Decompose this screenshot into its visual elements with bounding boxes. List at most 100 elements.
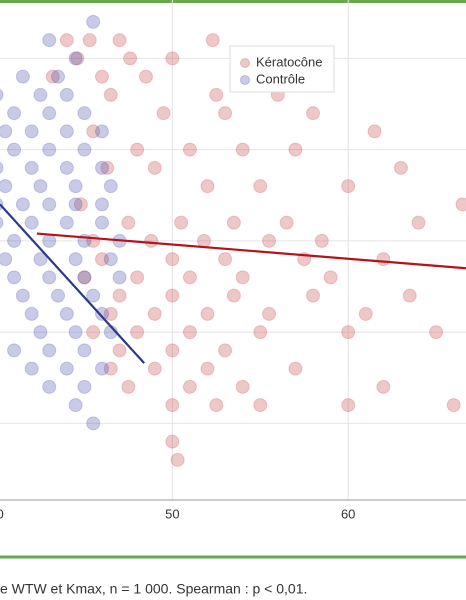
point	[33, 179, 48, 194]
point	[130, 325, 145, 340]
point	[147, 160, 162, 175]
point	[165, 398, 180, 413]
point	[165, 252, 180, 267]
point	[165, 51, 180, 66]
point	[7, 106, 22, 121]
point	[42, 33, 57, 48]
point	[112, 288, 127, 303]
point	[446, 398, 461, 413]
point	[86, 14, 101, 29]
point	[24, 306, 39, 321]
point	[7, 270, 22, 285]
point	[42, 379, 57, 394]
point	[68, 197, 83, 212]
point	[121, 379, 136, 394]
point	[209, 398, 224, 413]
point	[77, 343, 92, 358]
point	[42, 233, 57, 248]
point	[33, 325, 48, 340]
point	[411, 215, 426, 230]
point	[59, 160, 74, 175]
point	[205, 33, 220, 48]
point	[59, 124, 74, 139]
point	[42, 343, 57, 358]
point	[323, 270, 338, 285]
point	[0, 161, 4, 174]
point	[218, 106, 233, 121]
point	[86, 288, 101, 303]
point	[147, 361, 162, 376]
point	[103, 361, 118, 376]
point	[200, 306, 215, 321]
point	[112, 33, 127, 48]
point	[112, 343, 127, 358]
point	[77, 379, 92, 394]
point	[94, 252, 109, 267]
point	[376, 252, 391, 267]
point	[94, 124, 109, 139]
point	[218, 252, 233, 267]
point	[86, 124, 101, 139]
point	[73, 197, 88, 212]
point	[94, 215, 109, 230]
point	[68, 398, 83, 413]
trend-line	[0, 203, 146, 364]
point	[235, 270, 250, 285]
point	[130, 270, 145, 285]
legend-label: Contrôle	[256, 71, 305, 86]
point	[200, 179, 215, 194]
axis-labels: 4050601111.51212.513	[0, 506, 355, 521]
point	[42, 197, 57, 212]
trend-line	[36, 232, 466, 270]
point	[165, 343, 180, 358]
point	[455, 197, 466, 212]
point	[94, 160, 109, 175]
point	[112, 270, 127, 285]
point	[144, 233, 159, 248]
point	[59, 306, 74, 321]
point	[68, 325, 83, 340]
point	[306, 288, 321, 303]
point	[15, 197, 30, 212]
point	[182, 325, 197, 340]
point	[94, 306, 109, 321]
point	[226, 215, 241, 230]
point	[209, 87, 224, 102]
point	[42, 270, 57, 285]
legend: Kératocône Contrôle	[229, 45, 335, 93]
point	[7, 142, 22, 157]
point	[288, 142, 303, 157]
point	[59, 33, 74, 48]
point	[103, 306, 118, 321]
point	[77, 106, 92, 121]
point	[51, 69, 66, 84]
point	[45, 69, 60, 84]
point	[86, 325, 101, 340]
point	[77, 270, 92, 285]
point	[100, 160, 115, 175]
point	[94, 361, 109, 376]
point	[147, 306, 162, 321]
legend-box	[229, 45, 335, 93]
point	[24, 124, 39, 139]
point	[7, 233, 22, 248]
point	[0, 252, 13, 267]
point	[279, 215, 294, 230]
legend-marker	[240, 75, 250, 85]
point	[429, 325, 444, 340]
point	[174, 215, 189, 230]
legend-marker	[240, 58, 250, 68]
points	[0, 14, 466, 467]
point	[138, 69, 153, 84]
point	[59, 87, 74, 102]
point	[341, 325, 356, 340]
x-tick-label: 50	[165, 506, 179, 521]
point	[68, 51, 83, 66]
point	[82, 33, 97, 48]
point	[393, 160, 408, 175]
point	[376, 379, 391, 394]
point	[0, 88, 4, 101]
point	[262, 306, 277, 321]
point	[262, 233, 277, 248]
